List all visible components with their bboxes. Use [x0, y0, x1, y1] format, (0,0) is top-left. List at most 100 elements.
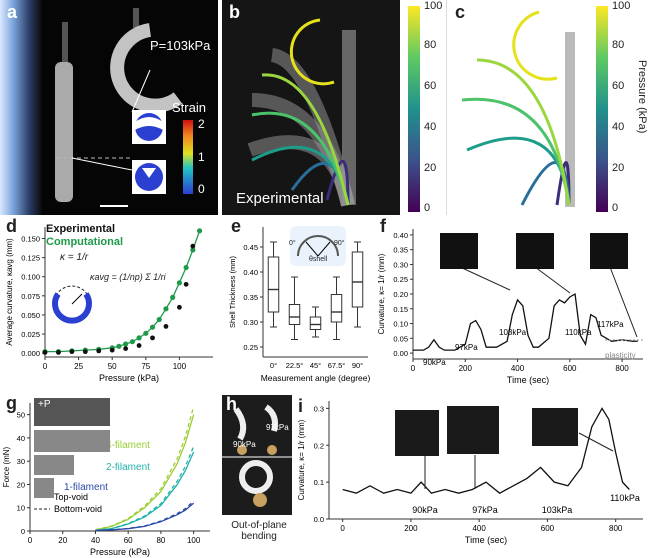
- arrow: [459, 266, 511, 291]
- computational-point: [116, 343, 122, 349]
- curvature-line: [413, 292, 638, 351]
- computational-point: [129, 339, 135, 345]
- computational-point: [143, 330, 149, 336]
- box: [288, 304, 301, 325]
- colorbar-tick: 100: [424, 0, 443, 12]
- x-tick-label: 75: [141, 362, 150, 371]
- photo-inset: [532, 408, 578, 446]
- chart-i: 0 200 400 600 800 0.0 0.1 0.2 0.3 Time (sec) Curva…: [297, 401, 643, 545]
- y-tick-label: 30: [17, 457, 25, 466]
- y-tick-label: 10: [17, 504, 25, 513]
- colorbar-c: [596, 6, 608, 212]
- y-tick-label: 0.35: [243, 293, 258, 302]
- colorbar-tick: 60: [424, 80, 437, 92]
- plasticity-label: plasticity: [605, 351, 636, 360]
- y-tick-label: 0.05: [393, 334, 408, 343]
- experimental-point: [96, 348, 102, 354]
- experimental-point: [150, 335, 155, 341]
- y-tick-label: 0.1: [314, 478, 324, 487]
- shell-inset-icon: [290, 226, 346, 266]
- computational-point: [156, 316, 162, 323]
- x-tick-label: 400: [472, 524, 486, 533]
- panel-c-label: c: [455, 2, 466, 22]
- computational-point: [176, 280, 182, 286]
- panel-h-photo: [222, 395, 292, 515]
- photo-inset: [34, 398, 110, 426]
- y-tick-label: 0.25: [243, 343, 258, 352]
- y-tick-label: 0.2: [314, 441, 324, 450]
- colorbar-tick: 100: [612, 0, 631, 12]
- x-tick-label: 67.5°: [328, 361, 346, 370]
- x-tick-label: 60: [124, 536, 133, 545]
- pressure-annotation: 97kPa: [455, 343, 478, 352]
- photo-inset: [34, 430, 110, 452]
- legend-top-void: Top-void: [54, 492, 88, 502]
- x-tick-label: 90°: [352, 361, 363, 370]
- colorbar-c-ticks: 100 80 60 40 20 0: [612, 0, 642, 215]
- photo-inset: [440, 233, 478, 269]
- panel-b-drawing: [247, 18, 356, 207]
- y-tick-label: 0.10: [393, 320, 408, 329]
- x-tick-label: 200: [459, 364, 473, 373]
- panel-a-drawing: [55, 8, 193, 207]
- x-tick-label: 600: [541, 524, 555, 533]
- pressure-annotation: 90kPa: [412, 505, 438, 515]
- arrow: [578, 432, 614, 452]
- chart-f: 0 200 400 600 800 0.00 0.05 0.10 0.15 0.20 0.25 0.3…: [377, 229, 643, 385]
- x-tick-label: 0: [411, 364, 416, 373]
- colorbar-tick: 60: [612, 80, 625, 92]
- force-line-bottom: [95, 500, 195, 532]
- x-tick-label: 800: [609, 524, 623, 533]
- computational-point: [149, 324, 156, 330]
- colorbar-tick: 20: [424, 162, 437, 174]
- experimental-point: [163, 324, 169, 329]
- y-tick-label: 0.40: [243, 268, 258, 277]
- colorbar-tick: 0: [612, 202, 619, 214]
- photo-inset: [516, 233, 554, 269]
- y-tick-label: 50: [17, 411, 25, 420]
- x-tick-label: 600: [563, 364, 577, 373]
- x-axis-label: Time (sec): [465, 535, 507, 545]
- x-tick-label: 20: [58, 536, 67, 545]
- legend-experimental: Experimental: [46, 223, 116, 235]
- pressure-annotation: 97kPa: [472, 505, 498, 515]
- shell-inset-right: 90°: [334, 240, 345, 247]
- x-tick-label: 25: [74, 362, 83, 371]
- arrow: [609, 266, 638, 338]
- shell-inset-left: 0°: [289, 240, 296, 247]
- y-axis-label: Curvature, κ= 1/r (mm): [297, 419, 306, 500]
- x-tick-label: 80: [156, 536, 165, 545]
- photo-inset: [34, 478, 54, 498]
- y-tick-label: 0.075: [21, 292, 40, 301]
- x-tick-label: 40: [91, 536, 100, 545]
- experimental-point: [109, 347, 115, 353]
- legend-computational: Computational: [46, 236, 123, 248]
- panel-a-pressure: P=103kPa: [150, 38, 211, 53]
- chart-g: 0 20 40 60 80 100 0 10 20 30 40 50 Pressure (kPa) For…: [2, 403, 210, 557]
- y-axis-label: Shell Thickness (mm): [228, 256, 237, 328]
- experimental-point: [56, 350, 61, 355]
- y-tick-label: 0.35: [393, 246, 408, 255]
- force-line-bottom: [95, 446, 195, 531]
- panel-f-label: f: [380, 216, 386, 236]
- computational-point: [170, 294, 176, 300]
- computational-point: [190, 247, 196, 253]
- pressure-annotation: 110kPa: [610, 493, 640, 503]
- box: [351, 251, 364, 308]
- inset-pressure: +P: [38, 399, 51, 410]
- shell-inset-theta: θshell: [309, 256, 328, 263]
- colorbar-tick: 40: [424, 121, 437, 133]
- experimental-point: [82, 349, 88, 355]
- y-tick-label: 0.050: [21, 311, 40, 320]
- experimental-point: [42, 350, 48, 355]
- x-tick-label: 200: [404, 524, 418, 533]
- x-tick-label: 400: [511, 364, 525, 373]
- photo-inset: [395, 410, 439, 456]
- y-tick-label: 0.00: [393, 349, 408, 358]
- experimental-point: [69, 349, 75, 355]
- y-tick-label: 0.40: [393, 231, 408, 240]
- pressure-annotation: 110kPa: [565, 328, 592, 337]
- colorbar-tick: 20: [612, 162, 625, 174]
- panel-h-pressure: 97kPa: [266, 423, 289, 432]
- y-axis-label: Average curvature, κavg (mm): [5, 238, 14, 346]
